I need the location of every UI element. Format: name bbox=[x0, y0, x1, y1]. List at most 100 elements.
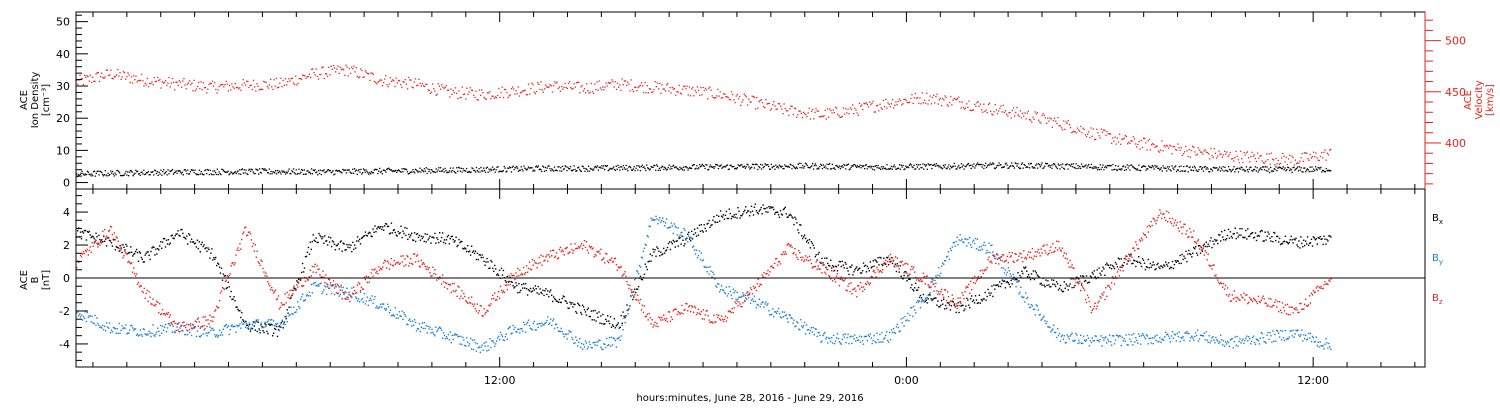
density-series-point bbox=[578, 166, 580, 168]
density-series-point bbox=[455, 172, 457, 174]
by-series-point bbox=[790, 317, 792, 319]
by-series-point bbox=[1062, 338, 1065, 340]
bx-series-point bbox=[457, 244, 459, 246]
density-series-point bbox=[214, 172, 217, 174]
by-series-point bbox=[1059, 340, 1062, 342]
by-series-point bbox=[614, 339, 617, 342]
bx-series-point bbox=[768, 205, 770, 208]
density-series-point bbox=[1005, 162, 1007, 164]
by-series-point bbox=[898, 331, 900, 333]
by-series-point bbox=[377, 307, 379, 309]
velocity-series-point bbox=[899, 99, 902, 102]
density-series-point bbox=[1116, 169, 1118, 171]
velocity-series-point bbox=[171, 77, 174, 80]
velocity-series-point bbox=[199, 87, 201, 90]
bx-series-point bbox=[1120, 258, 1122, 260]
velocity-series-point bbox=[1305, 152, 1307, 154]
density-series-point bbox=[76, 173, 78, 175]
by-series-point bbox=[932, 283, 934, 286]
bx-series-point bbox=[1303, 239, 1305, 241]
bx-series-point bbox=[1011, 283, 1013, 285]
density-series-point bbox=[362, 168, 365, 170]
by-series-point bbox=[859, 341, 862, 343]
bx-series-point bbox=[252, 321, 255, 323]
velocity-series-point bbox=[259, 88, 261, 90]
density-series-point bbox=[190, 169, 192, 171]
bx-series-point bbox=[1312, 236, 1315, 238]
by-series-point bbox=[584, 340, 587, 342]
bx-series-point bbox=[290, 297, 292, 299]
density-series-point bbox=[403, 168, 405, 170]
velocity-series-point bbox=[752, 96, 754, 98]
density-series-point bbox=[101, 171, 103, 174]
bx-series-point bbox=[817, 253, 819, 255]
velocity-series-point bbox=[548, 86, 550, 88]
density-series-point bbox=[153, 174, 155, 176]
bx-series-point bbox=[995, 284, 997, 286]
density-series-point bbox=[1234, 171, 1236, 173]
by-series-point bbox=[231, 324, 233, 326]
velocity-series-point bbox=[151, 81, 153, 83]
bx-series-point bbox=[962, 304, 964, 307]
velocity-series-point bbox=[1066, 122, 1068, 125]
by-series-point bbox=[194, 326, 197, 328]
density-series-point bbox=[535, 166, 537, 168]
by-series-point bbox=[1170, 335, 1173, 337]
bx-series-point bbox=[1211, 246, 1213, 249]
density-series-point bbox=[516, 165, 518, 168]
velocity-series-point bbox=[369, 79, 371, 81]
by-series-point bbox=[345, 291, 347, 294]
bx-series-point bbox=[1281, 242, 1284, 245]
density-series-point bbox=[985, 162, 987, 164]
bx-series-point bbox=[1033, 278, 1036, 281]
by-series-point bbox=[911, 306, 913, 309]
by-series-point bbox=[1025, 292, 1027, 294]
bx-series-point bbox=[143, 261, 145, 263]
bx-series-point bbox=[687, 233, 689, 235]
velocity-series-point bbox=[483, 96, 485, 98]
density-series-point bbox=[517, 170, 520, 172]
bx-series-point bbox=[812, 244, 814, 247]
by-series-point bbox=[95, 324, 97, 326]
by-series-point bbox=[319, 283, 321, 285]
bx-series-point bbox=[431, 236, 433, 238]
velocity-series-point bbox=[335, 71, 337, 73]
density-series-point bbox=[1054, 163, 1056, 165]
density-series-point bbox=[872, 165, 875, 168]
bx-series-point bbox=[806, 239, 809, 242]
velocity-series-point bbox=[739, 95, 741, 98]
bx-series-point bbox=[169, 242, 171, 244]
density-series-point bbox=[86, 170, 89, 172]
by-series-point bbox=[1119, 335, 1121, 337]
density-series-point bbox=[1261, 169, 1263, 171]
density-series-point bbox=[985, 166, 988, 169]
by-series-point bbox=[1048, 326, 1050, 328]
bx-series-point bbox=[522, 287, 524, 289]
density-series-point bbox=[180, 173, 183, 175]
density-series-point bbox=[1155, 166, 1157, 168]
by-series-point bbox=[225, 323, 227, 326]
bx-series-point bbox=[609, 316, 612, 318]
density-series-point bbox=[549, 168, 551, 170]
velocity-series-point bbox=[972, 109, 975, 111]
bx-series-point bbox=[1117, 257, 1120, 259]
bx-series-point bbox=[255, 320, 257, 323]
velocity-series-point bbox=[355, 67, 357, 69]
velocity-series-point bbox=[395, 77, 397, 79]
velocity-series-point bbox=[918, 102, 920, 104]
density-series-point bbox=[105, 174, 107, 176]
by-series-point bbox=[1098, 340, 1100, 343]
velocity-series-point bbox=[304, 75, 306, 77]
bx-series-point bbox=[355, 247, 357, 249]
bx-series-point bbox=[335, 245, 338, 247]
bx-series-point bbox=[1306, 243, 1308, 245]
bx-series-point bbox=[982, 298, 984, 300]
bx-series-point bbox=[1215, 240, 1217, 242]
bx-series-point bbox=[156, 253, 158, 255]
density-series-point bbox=[128, 171, 131, 173]
velocity-series-point bbox=[1181, 154, 1183, 156]
velocity-series-point bbox=[621, 78, 623, 80]
by-series-point bbox=[1064, 342, 1066, 344]
velocity-series-point bbox=[603, 89, 605, 91]
density-series-point bbox=[530, 167, 532, 169]
